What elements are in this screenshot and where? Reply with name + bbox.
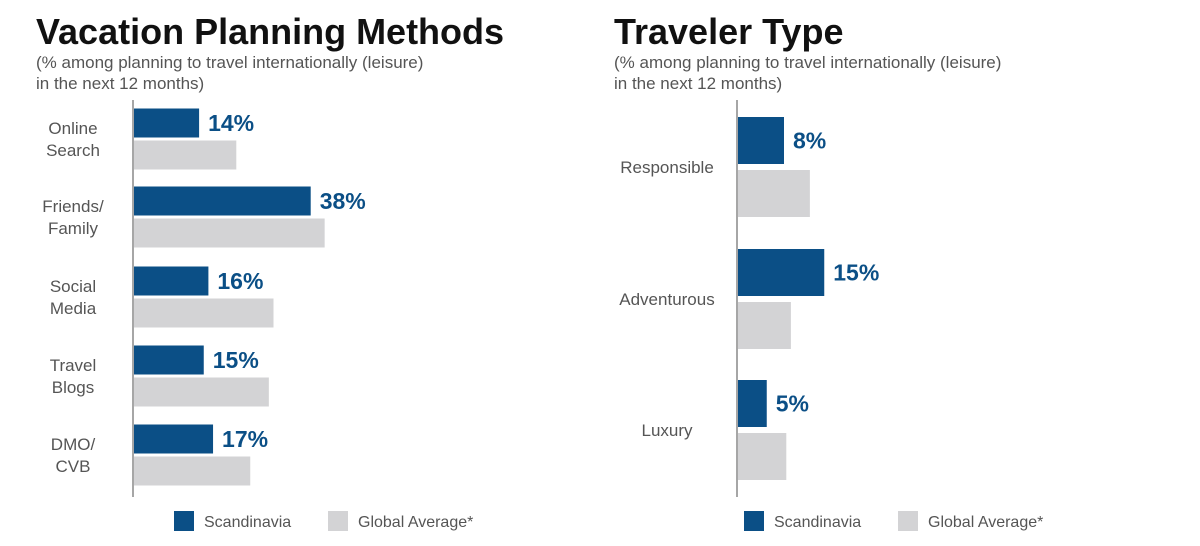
bar-scandinavia bbox=[738, 117, 784, 164]
data-label: 15% bbox=[833, 260, 879, 286]
data-label: 15% bbox=[213, 347, 259, 373]
chart-subtitle-line: in the next 12 months) bbox=[36, 74, 204, 93]
legend-swatch-scandinavia bbox=[174, 511, 194, 531]
chart-panel-1: Vacation Planning Methods(% among planni… bbox=[36, 11, 504, 531]
bar-global-average bbox=[134, 377, 269, 407]
bar-global-average bbox=[738, 302, 791, 349]
category-label: Online bbox=[48, 119, 97, 138]
data-label: 16% bbox=[217, 268, 263, 294]
data-label: 17% bbox=[222, 426, 268, 452]
legend-label: Global Average* bbox=[358, 514, 473, 531]
bar-scandinavia bbox=[134, 345, 204, 375]
category-label: Search bbox=[46, 141, 100, 160]
bar-scandinavia bbox=[738, 249, 825, 296]
data-label: 14% bbox=[208, 110, 254, 136]
category-label: DMO/ bbox=[51, 435, 96, 454]
bar-global-average bbox=[134, 218, 325, 248]
bar-scandinavia bbox=[134, 424, 214, 454]
bar-global-average bbox=[738, 433, 787, 480]
bar-scandinavia bbox=[134, 186, 311, 216]
chart-panel-2: Traveler Type(% among planning to travel… bbox=[614, 11, 1043, 531]
legend-swatch-global-average bbox=[898, 511, 918, 531]
bar-global-average bbox=[134, 456, 251, 486]
chart-subtitle-line: (% among planning to travel internationa… bbox=[614, 53, 1001, 72]
data-label: 8% bbox=[793, 128, 826, 154]
legend-swatch-scandinavia bbox=[744, 511, 764, 531]
legend-label: Scandinavia bbox=[204, 514, 291, 531]
category-label: CVB bbox=[56, 457, 91, 476]
chart-subtitle-line: in the next 12 months) bbox=[614, 74, 782, 93]
chart-subtitle-line: (% among planning to travel internationa… bbox=[36, 53, 423, 72]
bar-global-average bbox=[134, 298, 274, 328]
data-label: 5% bbox=[776, 391, 809, 417]
category-label: Media bbox=[50, 299, 97, 318]
category-label: Luxury bbox=[641, 421, 693, 440]
category-label: Responsible bbox=[620, 158, 714, 177]
bar-scandinavia bbox=[134, 266, 209, 296]
category-label: Travel bbox=[50, 356, 97, 375]
bar-scandinavia bbox=[738, 380, 767, 427]
category-label: Social bbox=[50, 277, 96, 296]
legend-label: Scandinavia bbox=[774, 514, 861, 531]
bar-global-average bbox=[134, 140, 237, 170]
chart-title: Vacation Planning Methods bbox=[36, 11, 504, 52]
legend-swatch-global-average bbox=[328, 511, 348, 531]
bar-global-average bbox=[738, 170, 810, 217]
category-label: Family bbox=[48, 219, 99, 238]
category-label: Blogs bbox=[52, 378, 95, 397]
category-label: Friends/ bbox=[42, 197, 104, 216]
legend-label: Global Average* bbox=[928, 514, 1043, 531]
data-label: 38% bbox=[320, 188, 366, 214]
category-label: Adventurous bbox=[619, 290, 714, 309]
chart-title: Traveler Type bbox=[614, 11, 843, 52]
bar-scandinavia bbox=[134, 108, 200, 138]
